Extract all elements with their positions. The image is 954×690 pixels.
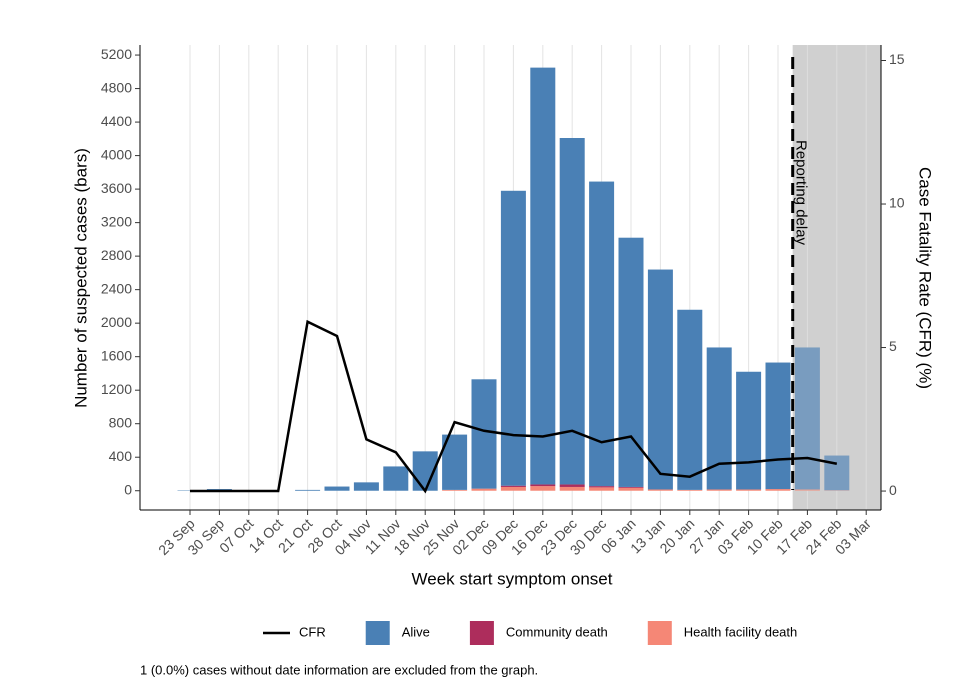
plot-layer: Reporting delay bbox=[177, 45, 881, 510]
y-tick-label: 1200 bbox=[101, 381, 132, 397]
bar-segment bbox=[324, 486, 350, 491]
y-tick-label: 4000 bbox=[101, 146, 132, 162]
bar-segment bbox=[383, 466, 409, 491]
bar-segment bbox=[530, 67, 556, 485]
footnote: 1 (0.0%) cases without date information … bbox=[140, 662, 538, 677]
bar-segment bbox=[765, 489, 791, 491]
bar-segment bbox=[736, 371, 762, 490]
bar-segment bbox=[500, 486, 526, 491]
bar-segment bbox=[647, 269, 673, 490]
y2-tick-label: 5 bbox=[889, 338, 897, 354]
bar-segment bbox=[559, 484, 585, 487]
legend-label: CFR bbox=[299, 624, 326, 639]
reporting-delay-label: Reporting delay bbox=[793, 140, 810, 246]
y-tick-label: 2800 bbox=[101, 247, 132, 263]
y-tick-label: 4800 bbox=[101, 79, 132, 95]
bar-segment bbox=[736, 489, 762, 491]
bar-segment bbox=[471, 488, 497, 491]
bar-segment bbox=[647, 489, 673, 491]
bar-segment bbox=[500, 190, 526, 486]
y-tick-label: 2400 bbox=[101, 280, 132, 296]
bar-segment bbox=[706, 489, 732, 491]
y-tick-label: 800 bbox=[109, 414, 133, 430]
bar-segment bbox=[589, 486, 615, 488]
y-tick-label: 4400 bbox=[101, 113, 132, 129]
bar-segment bbox=[706, 347, 732, 490]
y2-tick-label: 0 bbox=[889, 482, 897, 498]
bar-segment bbox=[353, 482, 379, 491]
y-tick-label: 0 bbox=[124, 481, 132, 497]
legend-label: Health facility death bbox=[684, 624, 797, 639]
y-axis-label: Number of suspected cases (bars) bbox=[71, 148, 90, 408]
y-tick-label: 400 bbox=[109, 448, 133, 464]
bar-segment bbox=[442, 489, 468, 491]
bar-segment bbox=[559, 486, 585, 491]
y2-axis-label: Case Fatality Rate (CFR) (%) bbox=[916, 167, 935, 389]
bar-segment bbox=[677, 309, 703, 490]
y-tick-label: 3200 bbox=[101, 213, 132, 229]
bar-segment bbox=[500, 485, 526, 487]
bar-segment bbox=[794, 489, 820, 491]
bar-segment bbox=[618, 487, 644, 491]
legend-swatch bbox=[365, 621, 390, 645]
y2-tick-label: 10 bbox=[889, 195, 905, 211]
bar-segment bbox=[530, 486, 556, 491]
reporting-delay-overlay bbox=[792, 45, 881, 510]
bar-segment bbox=[677, 489, 703, 491]
legend-label: Alive bbox=[402, 624, 430, 639]
y-tick-label: 2000 bbox=[101, 314, 132, 330]
y2-tick-label: 15 bbox=[889, 51, 905, 67]
y-tick-label: 5200 bbox=[101, 46, 132, 62]
bar-segment bbox=[471, 379, 497, 489]
bar-segment bbox=[589, 181, 615, 487]
legend-swatch bbox=[469, 621, 494, 645]
bar-segment bbox=[794, 347, 820, 490]
bar-segment bbox=[618, 486, 644, 488]
bar-segment bbox=[530, 484, 556, 487]
y-tick-label: 1600 bbox=[101, 347, 132, 363]
y-tick-label: 3600 bbox=[101, 180, 132, 196]
bar-segment bbox=[765, 362, 791, 490]
bar-segment bbox=[589, 487, 615, 491]
legend-label: Community death bbox=[506, 624, 608, 639]
bar-segment bbox=[295, 489, 321, 491]
legend-swatch bbox=[647, 621, 672, 645]
cfr-line bbox=[190, 319, 838, 494]
bar-segment bbox=[559, 138, 585, 485]
x-axis-label: Week start symptom onset bbox=[412, 569, 613, 588]
